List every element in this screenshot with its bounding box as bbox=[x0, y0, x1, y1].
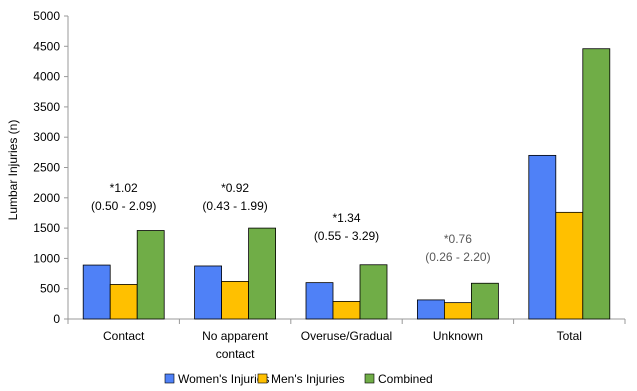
confidence-interval-label: (0.50 - 2.09) bbox=[91, 199, 156, 213]
y-tick-label: 2500 bbox=[33, 161, 60, 175]
y-tick-label: 1500 bbox=[33, 221, 60, 235]
bars bbox=[82, 48, 611, 320]
bar-men-s-injuries bbox=[221, 281, 250, 320]
odds-ratio-label: *1.34 bbox=[332, 211, 360, 225]
bar-combined bbox=[248, 227, 277, 320]
bar-women-s-injuries bbox=[194, 265, 223, 320]
y-tick-label: 3500 bbox=[33, 100, 60, 114]
x-tick-label: Total bbox=[557, 329, 582, 343]
bar-combined bbox=[136, 230, 165, 320]
legend-label: Men's Injuries bbox=[271, 372, 345, 386]
y-axis-title: Lumbar Injuries (n) bbox=[6, 120, 20, 221]
bar-men-s-injuries bbox=[555, 211, 584, 320]
bar-men-s-injuries bbox=[332, 301, 361, 320]
y-tick-label: 500 bbox=[40, 282, 60, 296]
y-tick-label: 4000 bbox=[33, 70, 60, 84]
confidence-interval-label: (0.55 - 3.29) bbox=[314, 229, 379, 243]
legend-swatch bbox=[257, 373, 268, 384]
legend-label: Women's Injuries bbox=[178, 372, 269, 386]
odds-ratio-label: *1.02 bbox=[110, 181, 138, 195]
odds-ratio-label: *0.92 bbox=[221, 181, 249, 195]
bar-men-s-injuries bbox=[443, 302, 472, 320]
legend: Women's Injuries Men's Injuries Combined bbox=[164, 372, 433, 386]
bar-combined bbox=[582, 48, 611, 320]
confidence-interval-label: (0.26 - 2.20) bbox=[425, 250, 490, 264]
x-tick-label: No apparent bbox=[202, 329, 269, 343]
bar-combined bbox=[470, 282, 499, 320]
bar-women-s-injuries bbox=[305, 282, 334, 320]
x-axis: Contact No apparent contact Overuse/Gradual… bbox=[67, 318, 626, 361]
y-tick-label: 4500 bbox=[33, 39, 60, 53]
bar-women-s-injuries bbox=[528, 154, 557, 320]
y-axis: 0 500 1000 1500 2000 2500 3000 3500 4000 4500 5000 bbox=[33, 9, 69, 326]
x-tick-label: Overuse/Gradual bbox=[301, 329, 392, 343]
y-tick-label: 2000 bbox=[33, 191, 60, 205]
y-tick-label: 5000 bbox=[33, 9, 60, 23]
bar-women-s-injuries bbox=[82, 264, 111, 320]
bar-men-s-injuries bbox=[109, 284, 138, 320]
confidence-interval-label: (0.43 - 1.99) bbox=[202, 199, 267, 213]
legend-swatch bbox=[164, 373, 175, 384]
bar-women-s-injuries bbox=[416, 299, 445, 320]
y-tick-label: 0 bbox=[53, 312, 60, 326]
bar-combined bbox=[359, 264, 388, 320]
x-tick-label: Contact bbox=[103, 329, 145, 343]
y-tick-label: 3000 bbox=[33, 130, 60, 144]
legend-label: Combined bbox=[378, 372, 433, 386]
annotations: *1.02 (0.50 - 2.09) *0.92 (0.43 - 1.99) *1.3… bbox=[91, 181, 491, 264]
y-tick-label: 1000 bbox=[33, 251, 60, 265]
x-tick-label: Unknown bbox=[433, 329, 483, 343]
x-tick-label: contact bbox=[216, 347, 255, 361]
legend-swatch bbox=[364, 373, 375, 384]
odds-ratio-label: *0.76 bbox=[444, 232, 472, 246]
